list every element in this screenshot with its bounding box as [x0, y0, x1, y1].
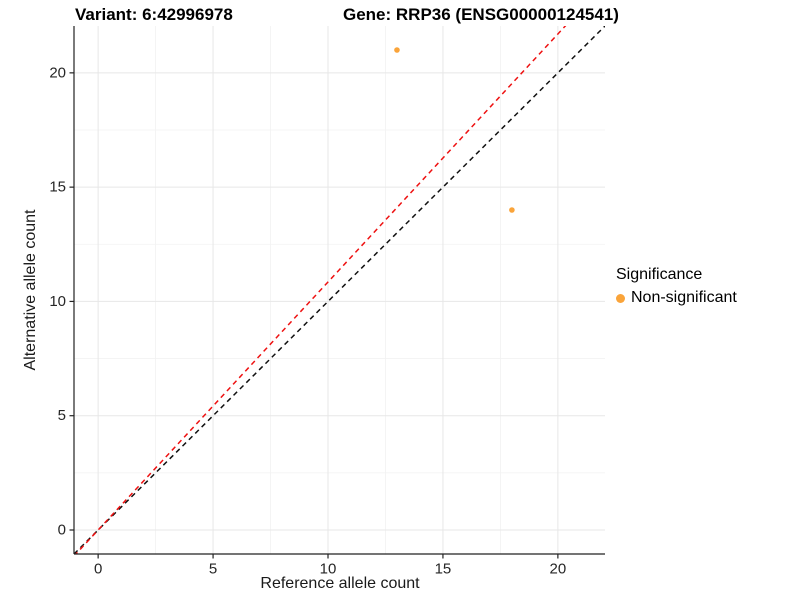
x-tick-label: 15 [435, 560, 452, 577]
legend-title: Significance [616, 266, 703, 283]
x-tick-label: 20 [550, 560, 567, 577]
x-tick-label: 5 [209, 560, 217, 577]
plot-title-variant: Variant: 6:42996978 [75, 5, 233, 24]
legend-item-label: Non-significant [631, 289, 737, 306]
y-tick-label: 5 [58, 407, 66, 424]
x-axis-title: Reference allele count [260, 575, 420, 592]
legend-point-icon [616, 293, 625, 303]
legend: Significance Non-significant [616, 266, 737, 307]
data-point [509, 207, 515, 213]
y-tick-label: 15 [49, 179, 66, 196]
x-tick-label: 10 [320, 560, 337, 577]
plot-title-gene: Gene: RRP36 (ENSG00000124541) [343, 5, 619, 24]
legend-item: Non-significant [616, 289, 737, 307]
y-tick-label: 0 [58, 522, 66, 539]
abline-identity [74, 26, 605, 554]
y-axis-title: Alternative allele count [22, 209, 39, 371]
data-point [394, 47, 400, 53]
y-tick-label: 20 [49, 64, 66, 81]
x-tick-label: 0 [94, 560, 102, 577]
y-tick-label: 10 [49, 293, 66, 310]
abline-allelic-ratio [74, 26, 567, 554]
